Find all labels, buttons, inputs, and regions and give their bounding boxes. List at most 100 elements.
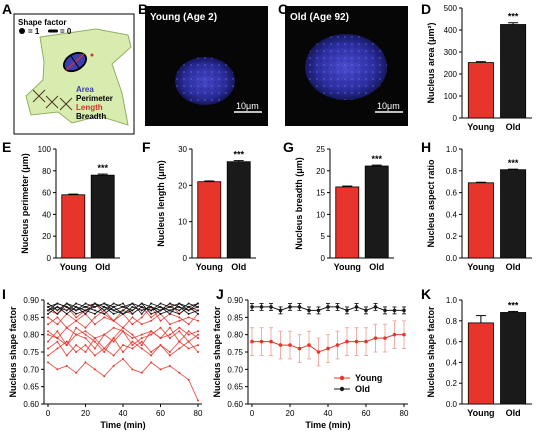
category-label: Old [369, 262, 384, 272]
trace-point [140, 337, 143, 340]
y-tick-label: 0.4 [446, 358, 458, 367]
bar [226, 161, 251, 259]
panel-label-b: B [138, 1, 148, 17]
trace-point [56, 368, 59, 371]
breadth-line [70, 55, 80, 69]
category-label: Old [506, 122, 521, 132]
mean-point [316, 308, 321, 313]
trace-point [112, 319, 115, 322]
trace-point [47, 305, 49, 308]
y-tick-label: 15 [316, 189, 325, 198]
trace-point [140, 309, 143, 312]
trace-point [47, 309, 49, 312]
x-axis-label: Time (min) [100, 420, 145, 430]
trace-point [122, 305, 124, 308]
y-tick-label: 0.60 [23, 400, 39, 409]
trace-point [178, 312, 181, 315]
trace-point [140, 312, 143, 315]
trace-point [47, 302, 49, 305]
trace-point [187, 316, 190, 319]
trace-point [122, 357, 124, 360]
significance-marker: *** [508, 300, 519, 310]
mean-point [373, 305, 378, 309]
trace-point [75, 316, 78, 319]
category-label: Young [467, 262, 494, 272]
trace-point [93, 305, 96, 308]
trace-point [187, 330, 190, 333]
trace-point [197, 305, 199, 308]
y-tick-label: 0.4 [446, 210, 458, 219]
y-tick-label: 0.90 [227, 296, 243, 305]
trace-point [159, 302, 162, 305]
trace-point [140, 305, 143, 308]
y-tick-label: 80 [42, 167, 51, 176]
trace-point [47, 333, 49, 336]
y-axis-label: Nucleus aspect ratio [426, 159, 436, 248]
mean-point [364, 339, 368, 344]
trace-point [150, 305, 153, 308]
trace-point [47, 340, 49, 343]
trace-point [103, 333, 106, 336]
trace-point [75, 371, 78, 374]
category-label: Old [231, 262, 246, 272]
y-axis-label: Nucleus shape factor [8, 306, 18, 398]
mean-point [278, 343, 283, 347]
legend-length: Length [76, 103, 103, 112]
significance-marker: *** [508, 12, 519, 22]
mean-point [307, 308, 311, 313]
trace-point [168, 302, 171, 305]
trace-point [187, 312, 190, 315]
trace-point [168, 312, 171, 315]
y-tick-label: 100 [38, 145, 52, 154]
trace-point [187, 309, 190, 312]
y-tick-label: 400 [444, 26, 458, 35]
trace-point [112, 354, 115, 357]
trace-point [112, 326, 115, 329]
trace-point [140, 333, 143, 336]
trace-point [65, 354, 68, 357]
category-label: Young [467, 408, 494, 418]
y-axis-label: Nucleus shape factor [212, 306, 222, 398]
y-tick-label: 0.6 [446, 189, 458, 198]
mean-point [383, 308, 387, 313]
legend-breadth: Breadth [76, 112, 106, 121]
trace-point [131, 337, 134, 340]
round-shape-icon [19, 28, 25, 34]
trace-point [56, 330, 59, 333]
mean-point [392, 332, 397, 337]
y-tick-label: 0.6 [446, 338, 458, 347]
trace-point [84, 326, 87, 329]
legend-area: Area [76, 85, 94, 94]
trace-point [122, 330, 124, 333]
trace-point [178, 305, 181, 308]
mean-point [364, 308, 368, 313]
trace-point [140, 344, 143, 347]
mean-point [269, 305, 273, 309]
trace-point [178, 347, 181, 350]
trace-point [56, 337, 59, 340]
trace-point [93, 312, 96, 315]
trace-point [84, 309, 87, 312]
trace-point [187, 340, 190, 343]
y-tick-label: 0.8 [446, 317, 458, 326]
trace-point [131, 368, 134, 371]
trace-point [56, 302, 59, 305]
trace-point [150, 316, 153, 319]
mean-point [259, 339, 264, 344]
trace-point [150, 351, 153, 353]
legend-perimeter: Perimeter [76, 94, 113, 103]
trace-point [150, 333, 153, 336]
significance-marker: *** [371, 154, 382, 164]
y-tick-label: 20 [316, 167, 325, 176]
trace-point [197, 302, 199, 305]
trace-point [47, 316, 49, 319]
trace-point [65, 344, 68, 347]
panel-label-f: F [142, 139, 151, 155]
trace-point [84, 344, 87, 347]
x-tick-label: 20 [81, 409, 90, 418]
trace-point [65, 312, 68, 315]
trace-point [159, 337, 162, 340]
y-tick-label: 0.0 [446, 400, 458, 409]
trace-point [178, 326, 181, 329]
y-tick-label: 0.65 [227, 383, 243, 392]
